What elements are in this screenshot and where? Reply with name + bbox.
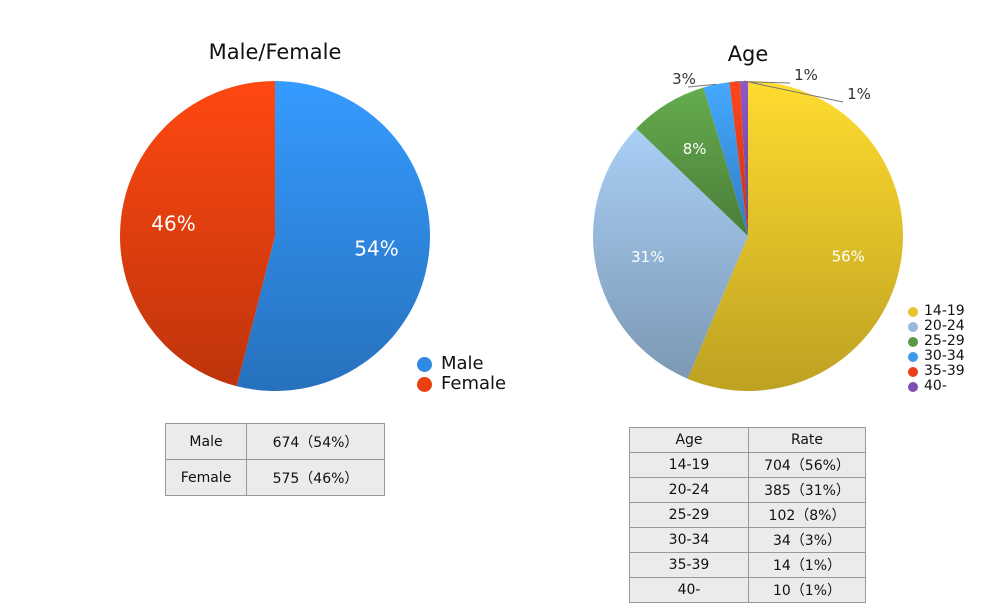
leader-line xyxy=(743,80,844,103)
legend-label: 40- xyxy=(924,378,947,394)
table-row: 35-39 14（1%） xyxy=(629,552,866,578)
table-row: Male 674（54%） xyxy=(165,423,385,460)
legend-item: 20-24 xyxy=(908,319,965,334)
legend-label: 14-19 xyxy=(924,303,965,319)
legend-label: 20-24 xyxy=(924,318,965,334)
age-chart-title: Age xyxy=(727,42,769,66)
table-cell: 20-24 xyxy=(629,477,749,503)
data-label: 46% xyxy=(151,211,195,235)
table-cell: 25-29 xyxy=(629,502,749,528)
table-header-row: Age Rate xyxy=(629,427,866,453)
legend-item: 25-29 xyxy=(908,334,965,349)
data-label: 3% xyxy=(672,70,696,88)
gender-chart-title: Male/Female xyxy=(208,40,342,64)
data-label: 54% xyxy=(354,237,398,261)
table-row: 25-29 102（8%） xyxy=(629,502,866,528)
age-table: Age Rate 14-19 704（56%） 20-24 385（31%） 25-29 1… xyxy=(629,427,866,603)
legend-swatch xyxy=(908,321,918,332)
pie-slice-35-39 xyxy=(729,81,748,237)
pie-slice-40- xyxy=(740,81,748,236)
legend-swatch xyxy=(417,376,432,392)
table-cell: 102（8%） xyxy=(748,502,866,528)
table-cell: 35-39 xyxy=(629,552,749,578)
pie-slice-30-34 xyxy=(703,82,748,236)
table-cell: 34（3%） xyxy=(748,527,866,553)
legend-item: Female xyxy=(417,374,506,394)
table-cell: 40- xyxy=(629,577,749,603)
legend-label: 35-39 xyxy=(924,363,965,379)
pie-slice-25-29 xyxy=(636,87,748,236)
pie-slice-Female xyxy=(120,81,275,387)
data-label: 56% xyxy=(832,248,865,266)
legend-label: 25-29 xyxy=(924,333,965,349)
legend-item: 14-19 xyxy=(908,304,965,319)
legend-item: Male xyxy=(417,354,484,374)
table-cell: 14-19 xyxy=(629,452,749,478)
table-cell: 385（31%） xyxy=(748,477,866,503)
table-header: Age xyxy=(629,427,749,453)
table-row: 30-34 34（3%） xyxy=(629,527,866,553)
table-cell: Female xyxy=(165,459,247,496)
table-header: Rate xyxy=(748,427,866,453)
table-row: 14-19 704（56%） xyxy=(629,452,866,478)
legend-swatch xyxy=(908,366,918,377)
table-row: 20-24 385（31%） xyxy=(629,477,866,503)
legend-item: 40- xyxy=(908,379,947,394)
gender-table: Male 674（54%） Female 575（46%） xyxy=(165,423,385,496)
table-cell: 674（54%） xyxy=(246,423,385,460)
table-row: 40- 10（1%） xyxy=(629,577,866,603)
data-label: 1% xyxy=(847,85,871,103)
legend-swatch xyxy=(908,336,918,347)
table-cell: 575（46%） xyxy=(246,459,385,496)
legend-label: Male xyxy=(441,353,484,374)
legend-swatch xyxy=(908,306,918,317)
pie-slice-14-19 xyxy=(687,81,904,391)
leader-line xyxy=(687,83,717,88)
legend-swatch xyxy=(908,381,918,392)
data-label: 31% xyxy=(631,248,664,266)
legend-label: 30-34 xyxy=(924,348,965,364)
table-cell: 30-34 xyxy=(629,527,749,553)
pie-slice-20-24 xyxy=(593,128,748,379)
table-row: Female 575（46%） xyxy=(165,459,385,496)
table-cell: 14（1%） xyxy=(748,552,866,578)
legend-item: 30-34 xyxy=(908,349,965,364)
pie-slice-Male xyxy=(236,81,431,391)
data-label: 8% xyxy=(683,140,707,158)
legend-label: Female xyxy=(441,373,507,394)
legend-swatch xyxy=(417,356,432,372)
table-cell: 704（56%） xyxy=(748,452,866,478)
table-cell: Male xyxy=(165,423,247,460)
table-cell: 10（1%） xyxy=(748,577,866,603)
legend-swatch xyxy=(908,351,918,362)
legend-item: 35-39 xyxy=(908,364,965,379)
data-label: 1% xyxy=(794,66,818,84)
